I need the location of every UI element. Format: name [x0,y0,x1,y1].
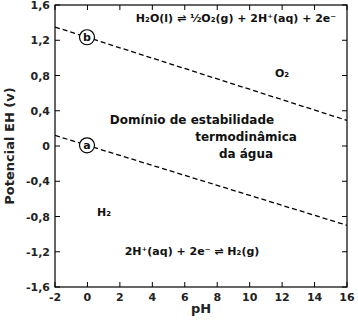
background [0,0,358,320]
y-tick-right [342,146,347,147]
x-tick [249,282,250,287]
x-tick [152,282,153,287]
x-tick-label: 10 [242,291,258,304]
annotation: da água [219,147,273,161]
y-tick-right [342,5,347,6]
x-tick-label: 16 [339,291,355,304]
annotation: H₂O(l) ⇌ ½O₂(g) + 2H⁺(aq) + 2e⁻ [136,12,336,25]
x-tick-label: 4 [149,291,157,304]
annotation-bg [122,244,263,259]
y-tick-label: -0,4 [26,175,50,188]
y-tick-right [342,181,347,182]
x-tick-top [119,5,120,10]
y-tick [55,40,60,41]
x-tick-label: 12 [274,291,289,304]
x-tick-label: 0 [84,291,92,304]
x-tick-top [152,5,153,10]
x-axis-label: pH [191,301,211,316]
annotation: Domínio de estabilidade [110,113,274,127]
x-tick [87,282,88,287]
annotation: 2H⁺(aq) + 2e⁻ ⇌ H₂(g) [125,245,260,258]
x-tick-label: 2 [116,291,124,304]
x-tick [55,282,56,287]
x-tick-label: 6 [181,291,189,304]
y-tick-label: -1,6 [26,281,50,294]
plot-lines [55,27,347,225]
series-label: a [83,139,90,152]
x-tick-top [55,5,56,10]
series-line [55,135,347,225]
chart-svg: -2 0 2 4 6 8 10 12 14 16 -1,6 -1,2 -0,8 -0,4 0 0,4 0,8 1,… [0,0,358,320]
annotation: H₂ [97,206,111,219]
y-tick-label: -0,8 [26,211,50,224]
x-tick-top [314,5,315,10]
plot-frame [55,5,347,287]
series-line [55,27,347,120]
x-tick [184,282,185,287]
y-tick [55,181,60,182]
y-tick [55,110,60,111]
y-tick [55,287,60,288]
y-tick [55,5,60,6]
y-tick-right [342,216,347,217]
y-tick-label: 0 [42,140,50,153]
y-tick [55,75,60,76]
y-tick-right [342,287,347,288]
x-tick-label: -2 [49,291,61,304]
y-tick [55,216,60,217]
y-tick-label: 1,6 [31,0,51,12]
x-tick [119,282,120,287]
y-tick-right [342,110,347,111]
series-label: b [83,31,91,44]
x-tick-top [282,5,283,10]
x-tick [347,282,348,287]
x-tick-top [249,5,250,10]
chart-container: -2 0 2 4 6 8 10 12 14 16 -1,6 -1,2 -0,8 -0,4 0 0,4 0,8 1,… [0,0,358,320]
y-tick-label: 0,4 [31,105,51,118]
x-tick-top [184,5,185,10]
y-tick-label: 0,8 [31,70,51,83]
annotation: O₂ [275,67,289,80]
x-tick-label: 14 [307,291,323,304]
x-tick-top [217,5,218,10]
y-tick [55,146,60,147]
y-tick-label: -1,2 [26,246,50,259]
x-tick-top [87,5,88,10]
x-tick [314,282,315,287]
x-tick [282,282,283,287]
y-tick-right [342,75,347,76]
x-tick [217,282,218,287]
annotation: termodinâmica [195,130,297,144]
series-label-circle [80,30,95,45]
y-tick [55,251,60,252]
y-axis-label: Potencial EH (v) [2,87,17,204]
y-tick-right [342,40,347,41]
y-tick-label: 1,2 [31,34,51,47]
x-tick-label: 8 [213,291,221,304]
series-label-circle [80,138,95,153]
annotation-bg [133,11,339,26]
y-tick-right [342,251,347,252]
x-tick-top [347,5,348,10]
